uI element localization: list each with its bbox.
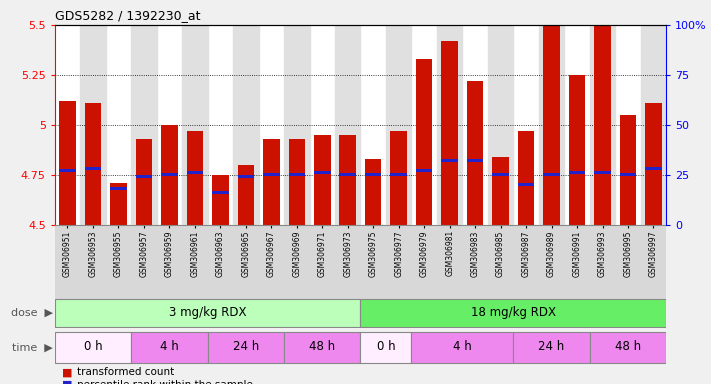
Bar: [110, 183, 127, 225]
Bar: [390, 131, 407, 225]
Bar: [237, 165, 254, 225]
Bar: [237, 175, 254, 178]
Text: 4 h: 4 h: [160, 340, 178, 353]
Text: 0 h: 0 h: [84, 340, 102, 353]
Bar: [289, 173, 305, 176]
Bar: [594, 9, 611, 225]
Bar: [136, 139, 152, 225]
Bar: [365, 159, 382, 225]
Bar: [412, 332, 513, 363]
Bar: [314, 135, 331, 225]
Text: 24 h: 24 h: [232, 340, 259, 353]
Bar: [492, 157, 509, 225]
Bar: [620, 115, 636, 225]
Bar: [85, 103, 101, 225]
Bar: [590, 332, 666, 363]
Bar: [492, 173, 509, 176]
Bar: [85, 167, 101, 170]
Bar: [543, 173, 560, 176]
Bar: [488, 25, 513, 225]
Bar: [182, 25, 208, 225]
Bar: [284, 25, 309, 225]
Text: GDS5282 / 1392230_at: GDS5282 / 1392230_at: [55, 9, 201, 22]
Bar: [590, 25, 615, 225]
Bar: [59, 169, 76, 172]
Text: ■: ■: [62, 380, 73, 384]
Bar: [641, 25, 666, 225]
Bar: [620, 173, 636, 176]
Text: 24 h: 24 h: [538, 340, 565, 353]
Bar: [131, 25, 156, 225]
Bar: [186, 131, 203, 225]
Bar: [569, 75, 585, 225]
Bar: [518, 183, 535, 186]
Bar: [339, 135, 356, 225]
Bar: [365, 173, 382, 176]
Text: 48 h: 48 h: [615, 340, 641, 353]
Bar: [284, 332, 360, 363]
Bar: [360, 332, 412, 363]
Bar: [518, 131, 535, 225]
Bar: [442, 41, 458, 225]
Text: 4 h: 4 h: [453, 340, 472, 353]
Bar: [314, 171, 331, 174]
Bar: [390, 173, 407, 176]
Text: time  ▶: time ▶: [12, 343, 53, 353]
Bar: [161, 173, 178, 176]
Bar: [442, 159, 458, 162]
Text: transformed count: transformed count: [77, 367, 175, 377]
Bar: [212, 175, 229, 225]
Text: dose  ▶: dose ▶: [11, 308, 53, 318]
Bar: [110, 187, 127, 190]
Bar: [186, 171, 203, 174]
Bar: [335, 25, 360, 225]
Bar: [263, 139, 279, 225]
Bar: [263, 173, 279, 176]
Bar: [55, 332, 132, 363]
Bar: [645, 167, 662, 170]
Bar: [212, 191, 229, 194]
Text: percentile rank within the sample: percentile rank within the sample: [77, 380, 253, 384]
Bar: [416, 59, 432, 225]
Bar: [594, 171, 611, 174]
Bar: [55, 299, 360, 327]
Text: 48 h: 48 h: [309, 340, 336, 353]
Text: 18 mg/kg RDX: 18 mg/kg RDX: [471, 306, 556, 319]
Text: 0 h: 0 h: [377, 340, 395, 353]
Bar: [467, 81, 483, 225]
Bar: [208, 332, 284, 363]
Bar: [437, 25, 462, 225]
Bar: [539, 25, 565, 225]
Bar: [59, 101, 76, 225]
Bar: [339, 173, 356, 176]
Bar: [80, 25, 106, 225]
Text: ■: ■: [62, 367, 73, 377]
Bar: [386, 25, 412, 225]
Bar: [645, 103, 662, 225]
Bar: [513, 332, 590, 363]
Bar: [360, 299, 666, 327]
Bar: [289, 139, 305, 225]
Bar: [467, 159, 483, 162]
Bar: [131, 332, 208, 363]
Bar: [161, 125, 178, 225]
Bar: [233, 25, 259, 225]
Bar: [569, 171, 585, 174]
Bar: [416, 169, 432, 172]
Bar: [543, 3, 560, 225]
Text: 3 mg/kg RDX: 3 mg/kg RDX: [169, 306, 247, 319]
Bar: [136, 175, 152, 178]
